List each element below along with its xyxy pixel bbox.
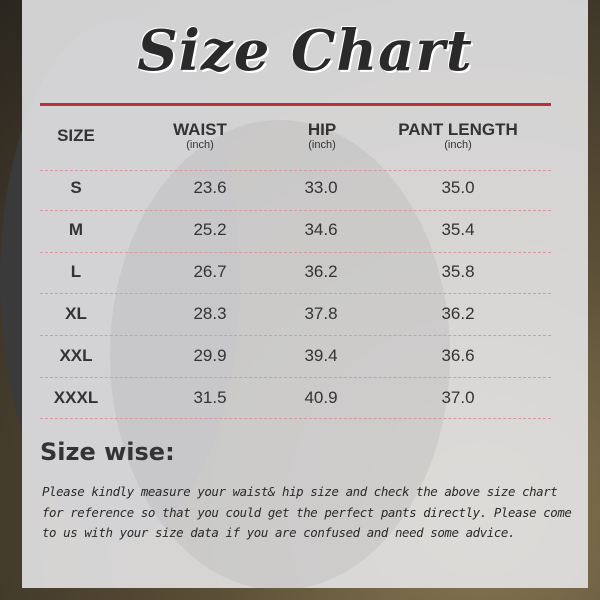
measurement-cell: 25.2 (193, 220, 227, 239)
measurement-cell: 39.4 (304, 346, 338, 365)
row-divider (40, 335, 551, 336)
size-cell: XXXL (53, 388, 99, 407)
measurement-cell: 40.9 (304, 388, 338, 407)
measurement-cell: 37.8 (304, 304, 338, 323)
header-unit: (inch) (308, 139, 336, 151)
measurement-cell: 36.6 (441, 346, 475, 365)
row-divider (40, 377, 551, 378)
measurement-cell: 35.0 (441, 178, 475, 197)
header-pant-length: PANT LENGTH (inch) (368, 120, 548, 151)
size-cell: XXL (59, 346, 93, 365)
measurement-cell: 35.4 (441, 220, 475, 239)
measurement-cell: 31.5 (193, 388, 227, 407)
size-chart-panel (22, 0, 588, 588)
row-divider (40, 210, 551, 211)
header-unit: (inch) (444, 139, 472, 151)
header-hip: HIP (inch) (262, 120, 382, 151)
measurement-cell: 36.2 (441, 304, 475, 323)
leggings-texture (110, 120, 450, 590)
measurement-cell: 29.9 (193, 346, 227, 365)
size-cell: L (70, 262, 82, 281)
measurement-cell: 37.0 (441, 388, 475, 407)
title-divider (40, 103, 551, 106)
size-wise-text: Please kindly measure your waist& hip si… (42, 484, 572, 540)
header-label: PANT LENGTH (398, 120, 518, 139)
size-cell: S (70, 178, 82, 197)
row-divider (40, 293, 551, 294)
measurement-cell: 34.6 (304, 220, 338, 239)
header-label: WAIST (173, 120, 227, 139)
size-cell: M (68, 220, 84, 239)
measurement-cell: 35.8 (441, 262, 475, 281)
measurement-cell: 33.0 (304, 178, 338, 197)
page-title: Size Chart (137, 18, 473, 84)
header-waist: WAIST (inch) (140, 120, 260, 151)
row-divider (40, 418, 551, 419)
header-unit: (inch) (186, 139, 214, 151)
header-label: SIZE (57, 126, 95, 145)
measurement-cell: 28.3 (193, 304, 227, 323)
header-label: HIP (307, 120, 337, 139)
measurement-cell: 26.7 (193, 262, 227, 281)
measurement-cell: 36.2 (304, 262, 338, 281)
size-wise-title: Size wise: (40, 438, 175, 466)
row-divider (40, 252, 551, 253)
size-cell: XL (65, 304, 87, 323)
header-size: SIZE (16, 126, 136, 146)
row-divider (40, 170, 551, 171)
measurement-cell: 23.6 (193, 178, 227, 197)
